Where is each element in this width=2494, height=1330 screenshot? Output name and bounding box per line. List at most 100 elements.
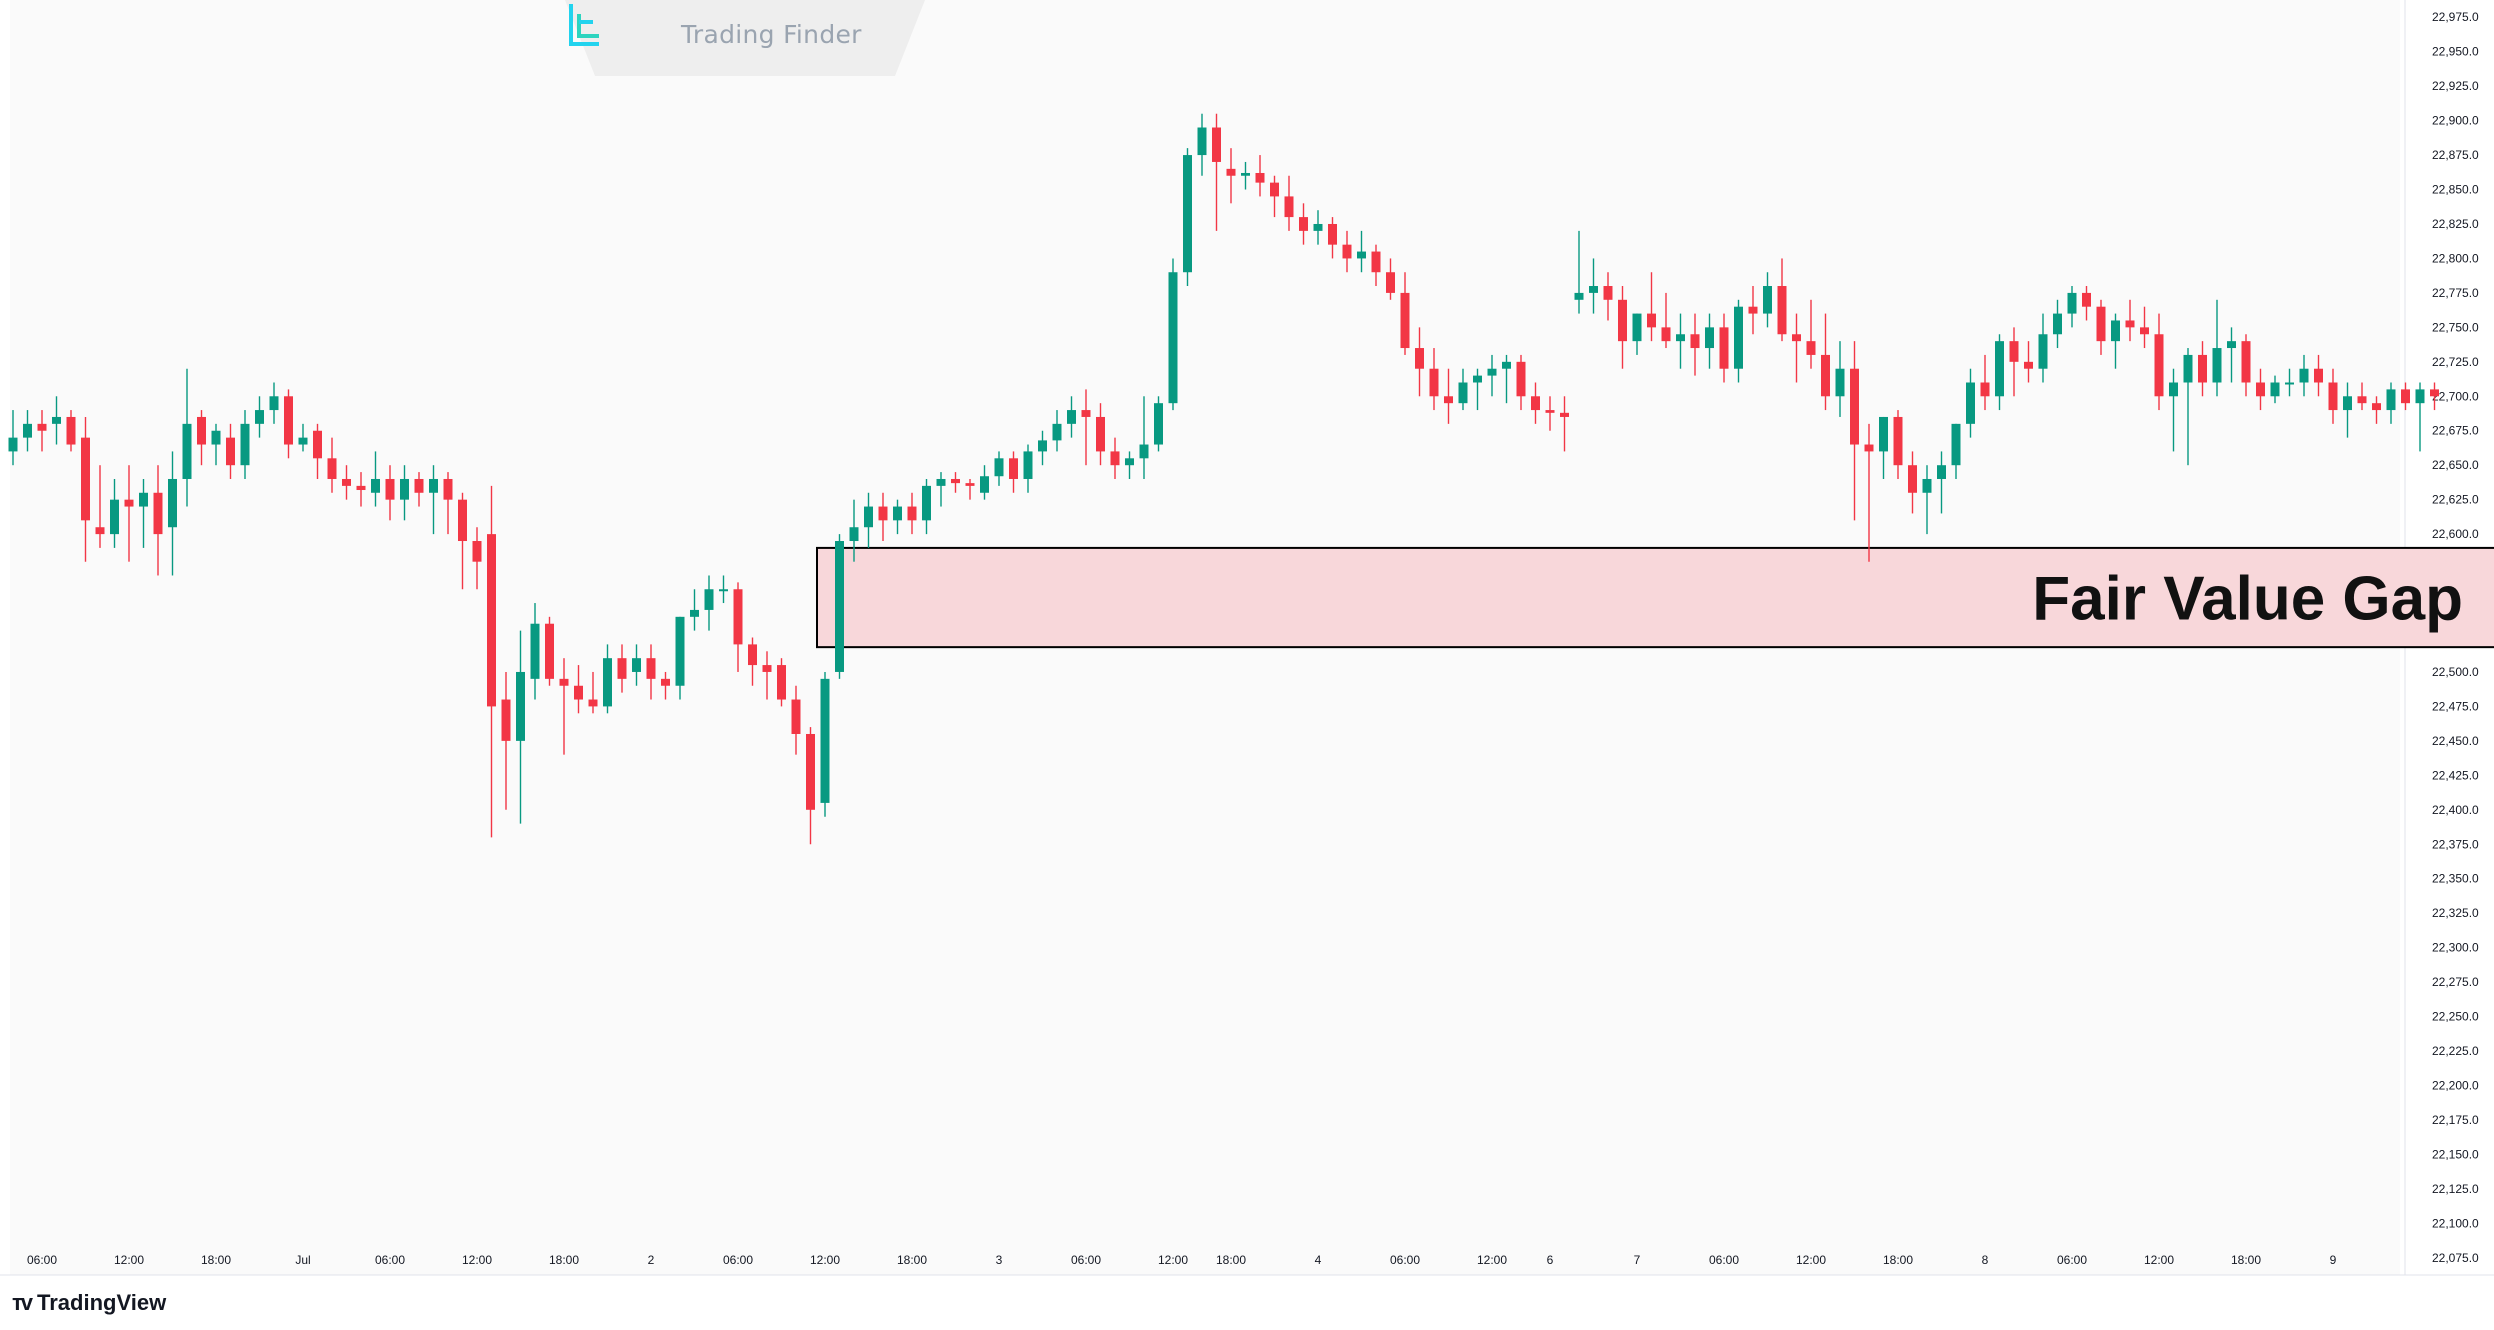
candle-body [37, 423, 47, 431]
candle-body [864, 506, 873, 528]
candle-body [530, 623, 540, 679]
candle-body [23, 423, 32, 438]
candle-body [1589, 286, 1598, 293]
candle-body [298, 437, 308, 445]
candle-body [1719, 327, 1729, 369]
candle-body [1067, 410, 1076, 424]
y-tick-label: 22,750.0 [2432, 320, 2479, 334]
candle-body [965, 483, 975, 486]
candle-body [646, 658, 656, 679]
candle-body [1038, 440, 1047, 452]
candle-body [1270, 182, 1279, 197]
candle-body [2140, 327, 2149, 335]
candle-body [1487, 368, 1497, 376]
candle-body [516, 671, 525, 741]
candle-body [1255, 172, 1265, 183]
candle-body [1023, 451, 1033, 479]
candle-body [2183, 354, 2193, 383]
x-tick-label: 06:00 [1071, 1253, 1101, 1267]
candle-body [255, 410, 264, 424]
y-tick-label: 22,175.0 [2432, 1113, 2479, 1127]
candle-body [226, 437, 235, 466]
y-tick-label: 22,200.0 [2432, 1078, 2479, 1092]
candle-body [1777, 286, 1787, 335]
candle-body [2169, 382, 2178, 397]
candle-body [719, 589, 728, 592]
candle-body [2096, 306, 2106, 342]
candle-body [2357, 396, 2367, 404]
candle-body [2372, 403, 2381, 411]
candle-body [1632, 313, 1642, 342]
x-tick-label: 12:00 [1796, 1253, 1826, 1267]
candle-body [2401, 389, 2410, 404]
y-tick-label: 22,625.0 [2432, 493, 2479, 507]
tradingview-label: TradingView [37, 1290, 167, 1315]
candle-body [559, 678, 569, 686]
candle-body [1603, 286, 1613, 300]
candle-body [1371, 251, 1381, 273]
candle-body [2430, 389, 2439, 397]
x-tick-label: 3 [996, 1253, 1003, 1267]
y-tick-label: 22,600.0 [2432, 527, 2479, 541]
y-tick-label: 22,825.0 [2432, 217, 2479, 231]
candle-body [2241, 341, 2251, 383]
candle-body [1647, 313, 1656, 328]
y-tick-label: 22,725.0 [2432, 355, 2479, 369]
candle-body [1951, 423, 1961, 466]
candle-body [661, 678, 670, 686]
candle-body [2024, 361, 2033, 369]
candle-body [487, 534, 496, 707]
candle-body [197, 416, 206, 445]
candle-body [1545, 410, 1555, 413]
candle-body [501, 699, 511, 741]
y-tick-label: 22,675.0 [2432, 424, 2479, 438]
candle-body [1676, 334, 1685, 342]
x-tick-label: 06:00 [1390, 1253, 1420, 1267]
y-tick-label: 22,100.0 [2432, 1216, 2479, 1230]
candle-body [588, 699, 598, 707]
x-tick-label: 18:00 [2231, 1253, 2261, 1267]
candle-body [429, 478, 438, 493]
candle-body [1661, 327, 1671, 342]
candle-body [81, 437, 90, 521]
candle-body [2125, 320, 2135, 328]
candle-body [2227, 341, 2236, 349]
candle-body [1226, 168, 1236, 176]
candle-body [2386, 389, 2396, 411]
candle-body [574, 685, 583, 700]
candle-body [2343, 396, 2352, 411]
candle-body [1386, 272, 1395, 293]
tradingview-logo[interactable]: ᴛᴠ TradingView [12, 1290, 166, 1316]
trading-finder-logo-icon [569, 4, 599, 46]
candle-body [545, 623, 554, 679]
candle-body [1110, 451, 1120, 466]
candle-body [1342, 244, 1352, 259]
candle-body [1966, 382, 1975, 424]
candle-body [893, 506, 902, 521]
x-tick-label: 12:00 [810, 1253, 840, 1267]
x-tick-label: 06:00 [375, 1253, 405, 1267]
x-tick-label: 06:00 [27, 1253, 57, 1267]
candle-body [1705, 327, 1714, 349]
candle-body [2111, 320, 2120, 342]
candle-body [980, 476, 989, 493]
candle-body [2067, 292, 2077, 314]
candle-body [2009, 341, 2019, 362]
candle-body [2314, 368, 2323, 383]
x-tick-label: 18:00 [1216, 1253, 1246, 1267]
x-tick-label: 12:00 [462, 1253, 492, 1267]
candle-body [269, 396, 279, 411]
x-tick-label: 18:00 [201, 1253, 231, 1267]
candle-body [748, 644, 757, 666]
candle-body [791, 699, 801, 734]
y-tick-label: 22,300.0 [2432, 941, 2479, 955]
candle-body [690, 609, 699, 617]
x-tick-label: 12:00 [1158, 1253, 1188, 1267]
x-tick-label: 06:00 [723, 1253, 753, 1267]
candle-body [1415, 348, 1424, 369]
candle-body [52, 416, 61, 424]
candle-body [922, 485, 931, 521]
candle-body [1502, 361, 1511, 369]
